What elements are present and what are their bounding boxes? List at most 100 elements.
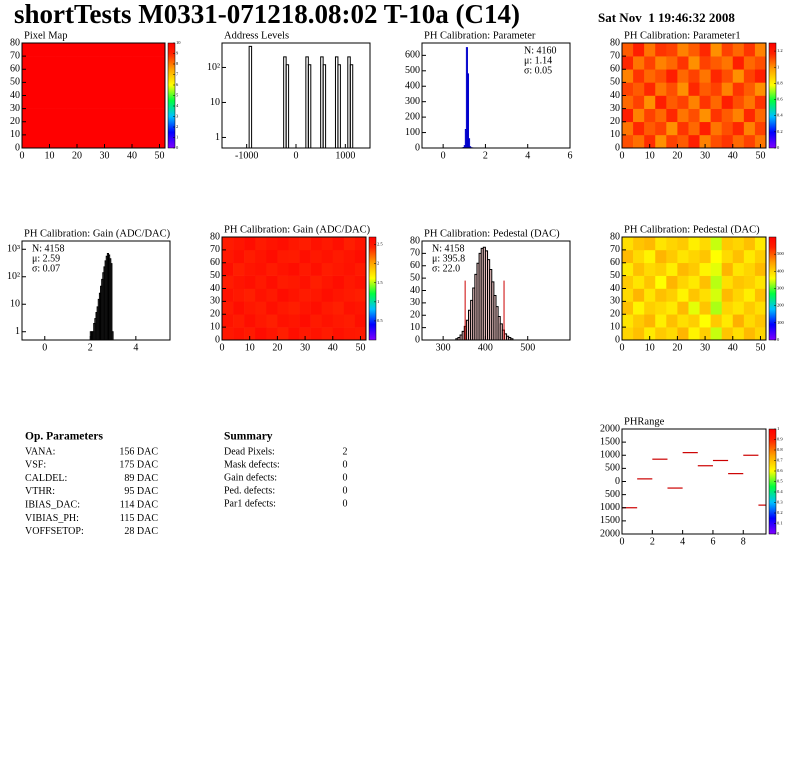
x-tick-label: 300 (436, 342, 451, 353)
heat-cell (644, 237, 656, 251)
plot-area (455, 246, 516, 340)
heat-cell (754, 327, 766, 340)
summary-value: 0 (343, 459, 348, 470)
heat-cell (110, 95, 122, 109)
heat-cell (743, 327, 756, 340)
heat-cell (44, 56, 56, 70)
x-tick-label: 1000 (335, 150, 355, 161)
heat-cell (321, 249, 334, 264)
z-tick-label: 6 (176, 82, 179, 87)
heat-cell (710, 249, 722, 264)
y-tick-label: 10³ (7, 244, 20, 255)
heat-cell (277, 275, 289, 289)
z-tick-label: 0 (176, 145, 179, 150)
y-tick-label: 1500 (600, 515, 620, 526)
y-tick-label: 2000 (600, 528, 620, 539)
heat-cell (622, 95, 634, 109)
heat-cell (22, 43, 34, 57)
heat-cell (266, 301, 278, 315)
heat-cell (154, 43, 165, 57)
y-tick-label: 70 (410, 248, 420, 259)
x-tick-label: 4 (133, 342, 138, 353)
heat-cell (721, 56, 734, 70)
heat-cell (633, 108, 645, 123)
heat-cell (154, 121, 165, 136)
heat-cell (710, 327, 722, 340)
panel-title: PHRange (624, 416, 665, 427)
z-tick-label: 0.2 (777, 129, 783, 134)
heat-cell (666, 327, 678, 340)
heat-cell (699, 43, 711, 57)
heat-cell (699, 56, 711, 70)
heat-cell (622, 108, 634, 123)
x-tick-label: 400 (478, 342, 493, 353)
heat-cell (677, 275, 689, 289)
z-tick-label: 2.5 (377, 242, 383, 247)
plot-area (222, 45, 370, 148)
heat-cell (644, 108, 656, 123)
heat-cell (754, 288, 766, 302)
heat-cell (710, 82, 722, 96)
heat-cell (354, 275, 366, 289)
z-tick-label: 0.4 (777, 489, 783, 494)
heat-cell (666, 301, 678, 315)
heat-cell (110, 82, 122, 96)
y-tick-label: 50 (210, 270, 220, 281)
heat-cell (244, 249, 256, 264)
heat-cell (288, 314, 300, 328)
x-tick-label: 50 (155, 150, 165, 161)
x-tick-label: 6 (710, 536, 715, 547)
heat-cell (721, 249, 734, 264)
y-tick-label: 10 (10, 299, 20, 310)
heat-cell (288, 262, 300, 276)
heat-cell (132, 69, 144, 83)
heat-cell (666, 275, 678, 289)
color-bar (768, 42, 777, 149)
heat-cell (721, 288, 734, 302)
heat-cell (710, 301, 722, 315)
heat-cell (633, 327, 645, 340)
heat-cell (233, 249, 245, 264)
heat-cell (666, 288, 678, 302)
heat-cell (732, 69, 745, 83)
heat-cell (677, 288, 689, 302)
heat-cell (110, 43, 122, 57)
x-tick-label: 30 (100, 150, 110, 161)
heat-cell (321, 301, 334, 315)
heat-cell (622, 69, 634, 83)
heat-cell (699, 262, 711, 276)
heat-cell (321, 314, 334, 328)
heat-cell (66, 134, 78, 148)
heat-cell (121, 82, 133, 96)
z-tick-label: 0.9 (777, 437, 783, 442)
heat-cell (677, 327, 689, 340)
y-tick-label: 0 (615, 142, 620, 153)
heat-cell (266, 249, 278, 264)
heat-cell (332, 314, 345, 328)
panel-title: Address Levels (224, 30, 289, 41)
heat-cell (622, 121, 634, 136)
heat-cell (666, 56, 678, 70)
heat-cell (244, 237, 256, 251)
heat-cell (233, 275, 245, 289)
heat-cell (721, 43, 734, 57)
heat-cell (343, 288, 356, 302)
y-tick-label: 40 (210, 283, 220, 294)
heat-cell (343, 327, 356, 340)
heat-cell (77, 108, 89, 123)
heat-cell (332, 301, 345, 315)
z-tick-label: 9 (176, 51, 179, 56)
heat-cell (666, 69, 678, 83)
panel-title: PH Calibration: Parameter (424, 30, 536, 41)
y-tick-label: 40 (610, 90, 620, 101)
param-name: VOFFSETOP: (25, 526, 84, 537)
heat-cell (655, 69, 667, 83)
heat-cell (99, 69, 111, 83)
x-tick-label: 50 (755, 342, 765, 353)
heat-cell (22, 108, 34, 123)
heat-cell (666, 314, 678, 328)
heat-cell (721, 314, 734, 328)
heat-cell (732, 121, 745, 136)
stats-entry: N: 4158 (32, 243, 65, 254)
z-tick-label: 2 (176, 124, 178, 129)
